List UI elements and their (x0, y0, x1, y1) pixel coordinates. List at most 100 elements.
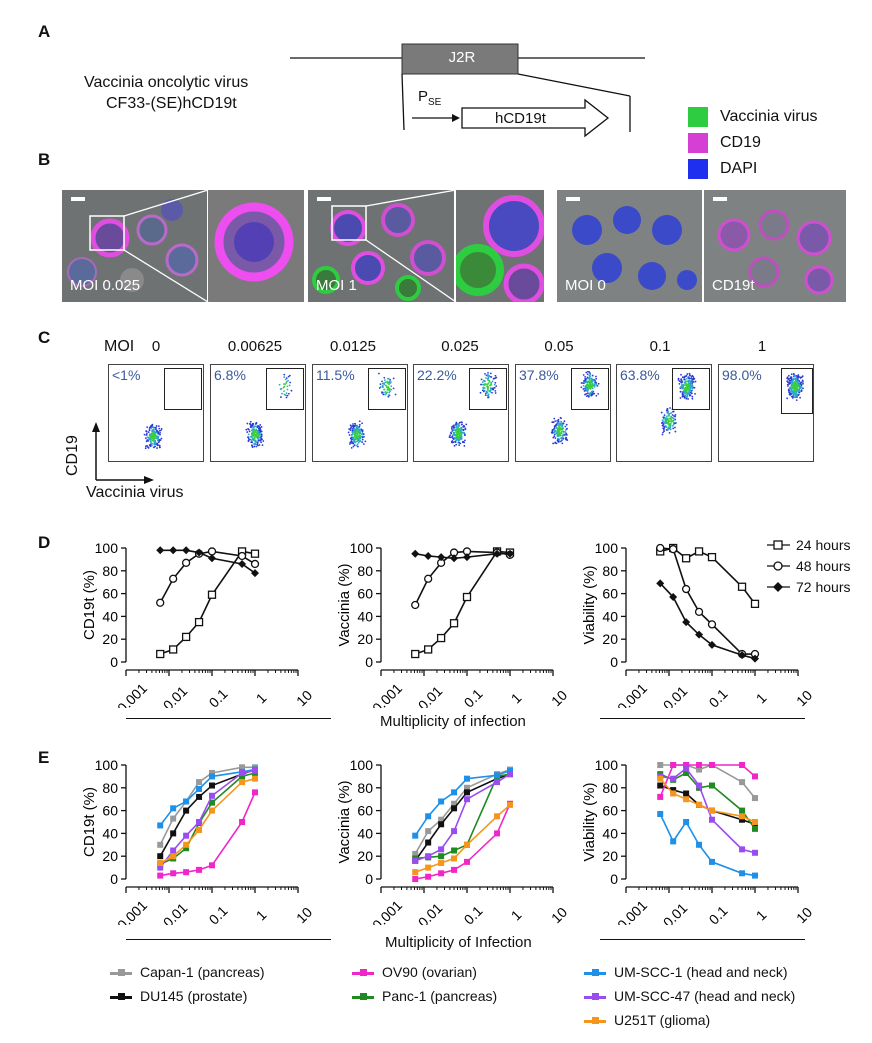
event-dot (691, 389, 693, 392)
event-dot (792, 390, 795, 393)
data-point (438, 846, 445, 853)
gate-percentage: 63.8% (620, 367, 660, 383)
event-dot (146, 426, 149, 429)
event-dot (580, 386, 583, 389)
event-dot (258, 429, 261, 432)
event-dot (288, 384, 291, 387)
event-dot (451, 440, 454, 442)
data-point (656, 579, 665, 588)
x-tick-label: 10 (293, 687, 315, 708)
event-dot (800, 381, 803, 384)
event-dot (678, 380, 681, 383)
x-tick-label: 1 (253, 690, 270, 707)
flow-plot: <1% (108, 364, 204, 462)
gate-box (469, 368, 507, 410)
micrograph-label: MOI 0 (565, 277, 606, 294)
y-tick-label: 80 (102, 780, 118, 796)
event-dot (279, 388, 282, 391)
legend-ov90: OV90 (ovarian) (352, 964, 477, 980)
event-dot (260, 426, 263, 428)
zoom-lines-2 (365, 190, 457, 302)
legend-panc1: Panc-1 (pancreas) (352, 988, 497, 1004)
axis-underline (600, 718, 805, 719)
event-dot (389, 379, 392, 381)
y-axis-label: Viability (%) (581, 783, 598, 862)
event-dot (156, 447, 158, 449)
x-tick-label: 0.01 (415, 683, 446, 708)
legend-umscc1: UM-SCC-1 (head and neck) (584, 964, 788, 980)
event-dot (462, 426, 465, 428)
event-dot (556, 439, 559, 441)
event-dot (667, 421, 670, 424)
event-dot (450, 432, 453, 435)
data-point (738, 651, 747, 660)
y-tick-label: 80 (602, 563, 618, 579)
data-point (656, 543, 665, 553)
event-dot (259, 435, 262, 438)
data-point (506, 549, 514, 558)
x-tick-label: 10 (793, 904, 815, 925)
data-point (451, 847, 458, 854)
data-point (156, 598, 165, 607)
event-dot (669, 428, 672, 431)
data-point (464, 858, 470, 865)
event-dot (156, 439, 159, 442)
data-point (451, 789, 458, 796)
event-dot (583, 390, 586, 392)
data-point (425, 839, 432, 846)
event-dot (483, 384, 486, 387)
y-axis-label: Viability (%) (581, 566, 598, 645)
event-dot (260, 435, 263, 438)
event-dot (562, 437, 565, 440)
event-dot (588, 371, 590, 373)
event-dot (158, 439, 161, 441)
event-dot (792, 392, 795, 395)
data-point (463, 553, 471, 562)
event-dot (671, 419, 674, 422)
event-dot (689, 385, 692, 387)
data-point (739, 816, 746, 823)
data-point (183, 807, 190, 814)
event-dot (557, 422, 560, 425)
event-dot (147, 439, 150, 442)
event-dot (788, 379, 791, 382)
scale-bar (566, 197, 580, 201)
event-dot (691, 374, 694, 377)
data-point (438, 870, 445, 877)
data-point (412, 857, 419, 864)
event-dot (249, 420, 252, 423)
event-dot (148, 429, 151, 432)
swatch-green (688, 107, 708, 127)
data-point (657, 793, 664, 800)
event-dot (591, 378, 594, 381)
event-dot (590, 394, 593, 397)
event-dot (286, 385, 289, 388)
event-dot (254, 430, 257, 433)
event-dot (250, 441, 253, 444)
data-point (425, 873, 432, 880)
data-point (683, 819, 690, 825)
event-dot (585, 371, 588, 374)
event-dot (495, 385, 498, 388)
event-dot (686, 391, 688, 394)
event-dot (584, 379, 587, 382)
event-dot (490, 376, 493, 378)
event-dot (787, 374, 790, 377)
data-point (709, 858, 715, 865)
event-dot (154, 431, 157, 434)
moi-value-label: 0.05 (544, 338, 574, 355)
event-dot (381, 392, 384, 394)
event-dot (591, 374, 594, 377)
data-point (251, 569, 259, 578)
event-dot (787, 385, 789, 387)
event-dot (154, 426, 157, 429)
data-point (239, 764, 246, 771)
data-point (183, 841, 190, 848)
event-dot (149, 443, 152, 446)
event-dot (802, 387, 804, 390)
event-dot (354, 424, 357, 427)
event-dot (255, 425, 258, 428)
event-dot (555, 426, 558, 429)
legend-umscc47: UM-SCC-47 (head and neck) (584, 988, 795, 1004)
event-dot (786, 397, 789, 400)
